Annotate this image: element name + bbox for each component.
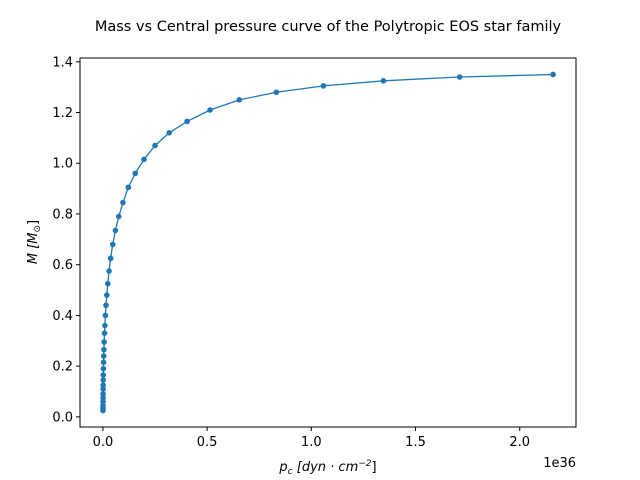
plot-area <box>100 71 556 414</box>
data-point <box>152 142 158 149</box>
x-axis-label-close: ] <box>372 460 377 475</box>
data-point <box>100 377 107 383</box>
x-tick-label: 2.0 <box>509 435 530 450</box>
y-tick-label: 0.4 <box>52 309 73 324</box>
data-point <box>100 372 107 378</box>
data-point <box>550 71 556 78</box>
x-tick-label: 0.0 <box>93 435 114 450</box>
y-axis-label-subscript: ⊙ <box>33 225 43 233</box>
data-point <box>102 322 108 329</box>
data-point <box>273 89 280 96</box>
y-tick-label: 1.2 <box>52 106 73 121</box>
data-point <box>104 292 110 298</box>
data-point <box>380 78 387 84</box>
x-axis-label-subscript: c <box>288 467 293 477</box>
data-point <box>125 184 132 191</box>
data-point <box>101 339 107 345</box>
y-axis-label-symbol: M <box>26 253 41 264</box>
y-tick-label: 0.6 <box>52 258 73 273</box>
data-point <box>132 170 139 177</box>
series-line <box>102 73 554 411</box>
y-tick-label: 0.0 <box>52 410 73 425</box>
x-tick-label: 0.5 <box>197 435 218 450</box>
data-point <box>101 330 108 336</box>
data-point <box>105 280 111 287</box>
data-point <box>100 353 107 359</box>
x-tick-label: 1.0 <box>301 435 322 450</box>
x-axis-label-symbol: p <box>278 460 287 475</box>
data-point <box>101 346 107 353</box>
data-point <box>106 268 112 274</box>
data-point <box>320 83 327 89</box>
y-axis-label-close: ] <box>26 220 41 225</box>
axes-frame <box>79 57 577 428</box>
data-point <box>103 302 109 309</box>
x-axis-label-unit: [dyn · cm <box>297 460 358 475</box>
data-point <box>236 97 243 103</box>
data-point <box>115 213 122 220</box>
x-tick-label: 1.5 <box>405 435 426 450</box>
y-tick-label: 1.4 <box>52 55 73 70</box>
data-point <box>120 199 126 206</box>
data-point <box>207 107 213 113</box>
chart-title: Mass vs Central pressure curve of the Po… <box>95 19 562 35</box>
data-point <box>109 241 116 248</box>
x-axis-label: pc [dyn · cm−2] <box>278 459 376 477</box>
data-point <box>107 255 114 262</box>
x-axis-label-exponent: −2 <box>358 459 372 469</box>
y-tick-label: 1.0 <box>52 157 73 172</box>
data-point <box>456 74 463 80</box>
data-point <box>184 118 190 125</box>
data-point <box>100 382 106 388</box>
x-offset-text: 1e36 <box>543 456 576 471</box>
y-tick-label: 0.8 <box>52 207 73 222</box>
data-point <box>141 156 147 163</box>
x-axis: 0.0 0.5 1.0 1.5 2.0 <box>93 427 530 450</box>
data-point <box>102 312 109 319</box>
data-point <box>100 391 106 397</box>
data-point <box>100 359 107 366</box>
y-tick-label: 0.2 <box>52 360 73 375</box>
data-point <box>112 227 119 234</box>
data-point <box>100 365 107 372</box>
y-axis: 0.0 0.2 0.4 0.6 0.8 1.0 1.2 1.4 <box>52 55 80 425</box>
data-point <box>166 130 172 136</box>
y-axis-label-unit: [M <box>26 232 41 248</box>
y-axis-label: M [M⊙] <box>26 220 43 264</box>
